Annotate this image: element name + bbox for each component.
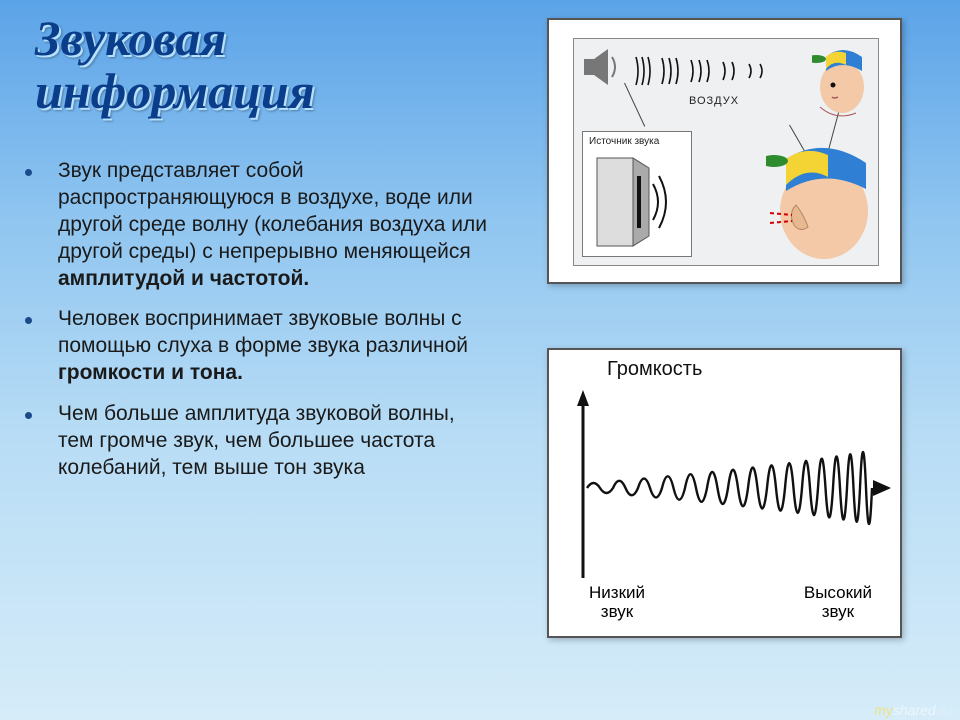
diagram-frame: ВОЗДУХ Источник звука xyxy=(573,38,879,266)
watermark: myshared.ru xyxy=(874,702,952,718)
loudness-wave-svg xyxy=(559,388,895,588)
chart-title: Громкость xyxy=(607,358,702,381)
bullet-prefix: Человек воспринимает звуковые волны с по… xyxy=(58,307,468,357)
air-label: ВОЗДУХ xyxy=(689,95,739,107)
x-label-high: Высокий звук xyxy=(804,583,872,622)
bullet-list: Звук представляет собой распространяющую… xyxy=(25,158,495,496)
bullet-bold: амплитудой и частотой. xyxy=(58,267,309,290)
title-line2: информация xyxy=(35,63,315,119)
loudness-chart: Громкость Низкий звук Высокий звук xyxy=(547,348,902,638)
bullet-prefix: Чем больше амплитуда звуковой волны, тем… xyxy=(58,402,455,479)
bullet-text: Человек воспринимает звуковые волны с по… xyxy=(58,306,495,387)
bullet-prefix: Звук представляет собой распространяющую… xyxy=(58,159,487,263)
bullet-item: Чем больше амплитуда звуковой волны, тем… xyxy=(25,401,495,482)
bullet-dot-icon xyxy=(25,169,32,176)
bullet-bold: громкости и тона. xyxy=(58,361,243,384)
bullet-item: Человек воспринимает звуковые волны с по… xyxy=(25,306,495,387)
page-title: Звуковая информация xyxy=(35,12,315,117)
door-source-icon xyxy=(593,154,681,250)
sound-transmission-diagram: ВОЗДУХ Источник звука xyxy=(547,18,902,284)
speaker-icon xyxy=(580,45,624,89)
listener-head-icon xyxy=(812,47,874,119)
sound-source-box: Источник звука xyxy=(582,131,692,257)
source-label: Источник звука xyxy=(589,136,659,147)
x-label-low: Низкий звук xyxy=(589,583,645,622)
bullet-text: Чем больше амплитуда звуковой волны, тем… xyxy=(58,401,495,482)
title-line1: Звуковая xyxy=(35,10,226,66)
bullet-dot-icon xyxy=(25,317,32,324)
air-waves-icon xyxy=(632,51,817,91)
bullet-text: Звук представляет собой распространяющую… xyxy=(58,158,495,292)
bullet-dot-icon xyxy=(25,412,32,419)
listener-ear-icon xyxy=(766,145,876,263)
bullet-item: Звук представляет собой распространяющую… xyxy=(25,158,495,292)
